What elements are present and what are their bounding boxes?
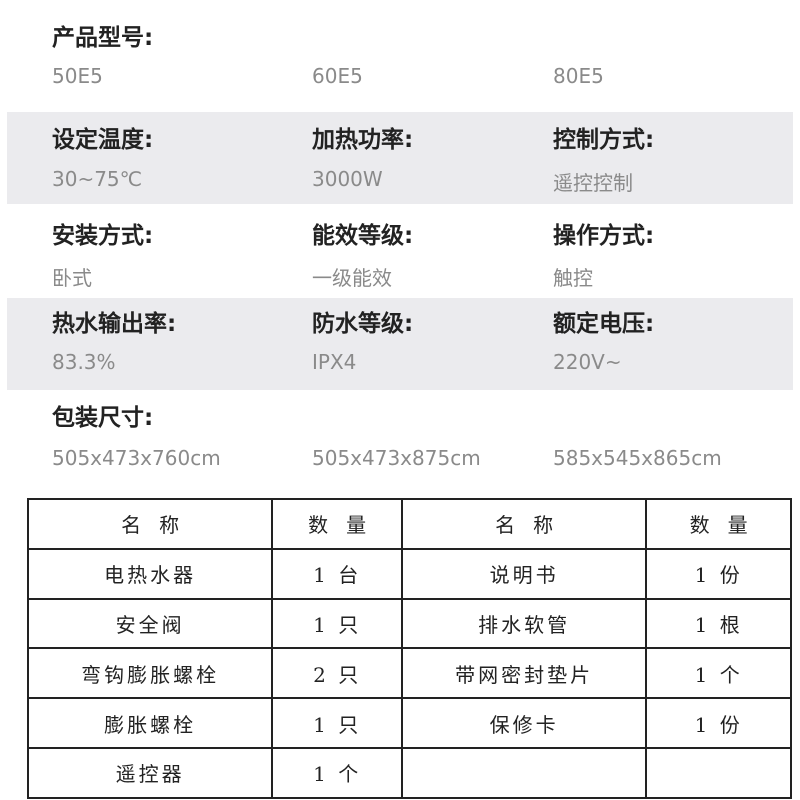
package-contents-table: 名称 数量 名称 数量 电热水器 1 台说明书 1 份安全阀 1 只排水软管 1 根弯钩… [26, 498, 792, 799]
spec-value: 一级能效 [312, 266, 392, 290]
spec-label: 防水等级: [312, 311, 414, 337]
spec-value: 30~75℃ [52, 167, 143, 191]
item-name [401, 746, 648, 799]
spec-value: 触控 [553, 266, 593, 290]
item-quantity: 1 只 [271, 697, 404, 749]
header-name: 名称 [26, 498, 274, 550]
spec-value: 505x473x760cm [52, 446, 221, 470]
row-band [7, 298, 793, 390]
spec-label: 安装方式: [52, 223, 154, 249]
table-row: 弯钩膨胀螺栓 2 只带网密封垫片 1 个 [26, 647, 792, 700]
spec-label: 设定温度: [52, 127, 154, 153]
spec-value: 585x545x865cm [553, 446, 722, 470]
item-quantity [645, 746, 792, 799]
item-quantity: 2 只 [271, 647, 404, 700]
table-row: 电热水器 1 台说明书 1 份 [26, 547, 792, 600]
item-quantity: 1 个 [645, 647, 792, 700]
item-quantity: 1 根 [645, 597, 792, 650]
spec-label: 包装尺寸: [52, 405, 154, 431]
spec-value: 50E5 [52, 64, 103, 88]
spec-label: 控制方式: [553, 127, 655, 153]
item-name: 弯钩膨胀螺栓 [26, 647, 274, 700]
item-name: 说明书 [401, 547, 648, 600]
item-quantity: 1 份 [645, 697, 792, 749]
table-row: 安全阀 1 只排水软管 1 根 [26, 597, 792, 650]
item-quantity: 1 台 [271, 547, 404, 600]
spec-label: 加热功率: [312, 127, 414, 153]
spec-value: 60E5 [312, 64, 363, 88]
table-header-row: 名称 数量 名称 数量 [26, 498, 792, 550]
table-row: 膨胀螺栓 1 只保修卡 1 份 [26, 697, 792, 749]
spec-value: 3000W [312, 167, 383, 191]
header-qty: 数量 [645, 498, 792, 550]
item-name: 排水软管 [401, 597, 648, 650]
spec-label: 能效等级: [312, 223, 414, 249]
spec-label: 产品型号: [52, 25, 154, 51]
table-row: 遥控器 1 个 [26, 746, 792, 799]
item-name: 电热水器 [26, 547, 274, 600]
item-name: 安全阀 [26, 597, 274, 650]
spec-value: 220V~ [553, 350, 622, 374]
header-qty: 数量 [271, 498, 404, 550]
spec-value: 505x473x875cm [312, 446, 481, 470]
item-name: 膨胀螺栓 [26, 697, 274, 749]
spec-value: 83.3% [52, 350, 116, 374]
spec-value: 遥控控制 [553, 171, 633, 195]
item-name: 遥控器 [26, 746, 274, 799]
row-band [7, 112, 793, 204]
item-quantity: 1 只 [271, 597, 404, 650]
item-name: 带网密封垫片 [401, 647, 648, 700]
item-quantity: 1 个 [271, 746, 404, 799]
spec-label: 额定电压: [553, 311, 655, 337]
item-quantity: 1 份 [645, 547, 792, 600]
spec-value: 卧式 [52, 266, 92, 290]
item-name: 保修卡 [401, 697, 648, 749]
spec-value: IPX4 [312, 350, 357, 374]
header-name: 名称 [401, 498, 648, 550]
spec-value: 80E5 [553, 64, 604, 88]
spec-label: 热水输出率: [52, 311, 177, 337]
spec-label: 操作方式: [553, 223, 655, 249]
